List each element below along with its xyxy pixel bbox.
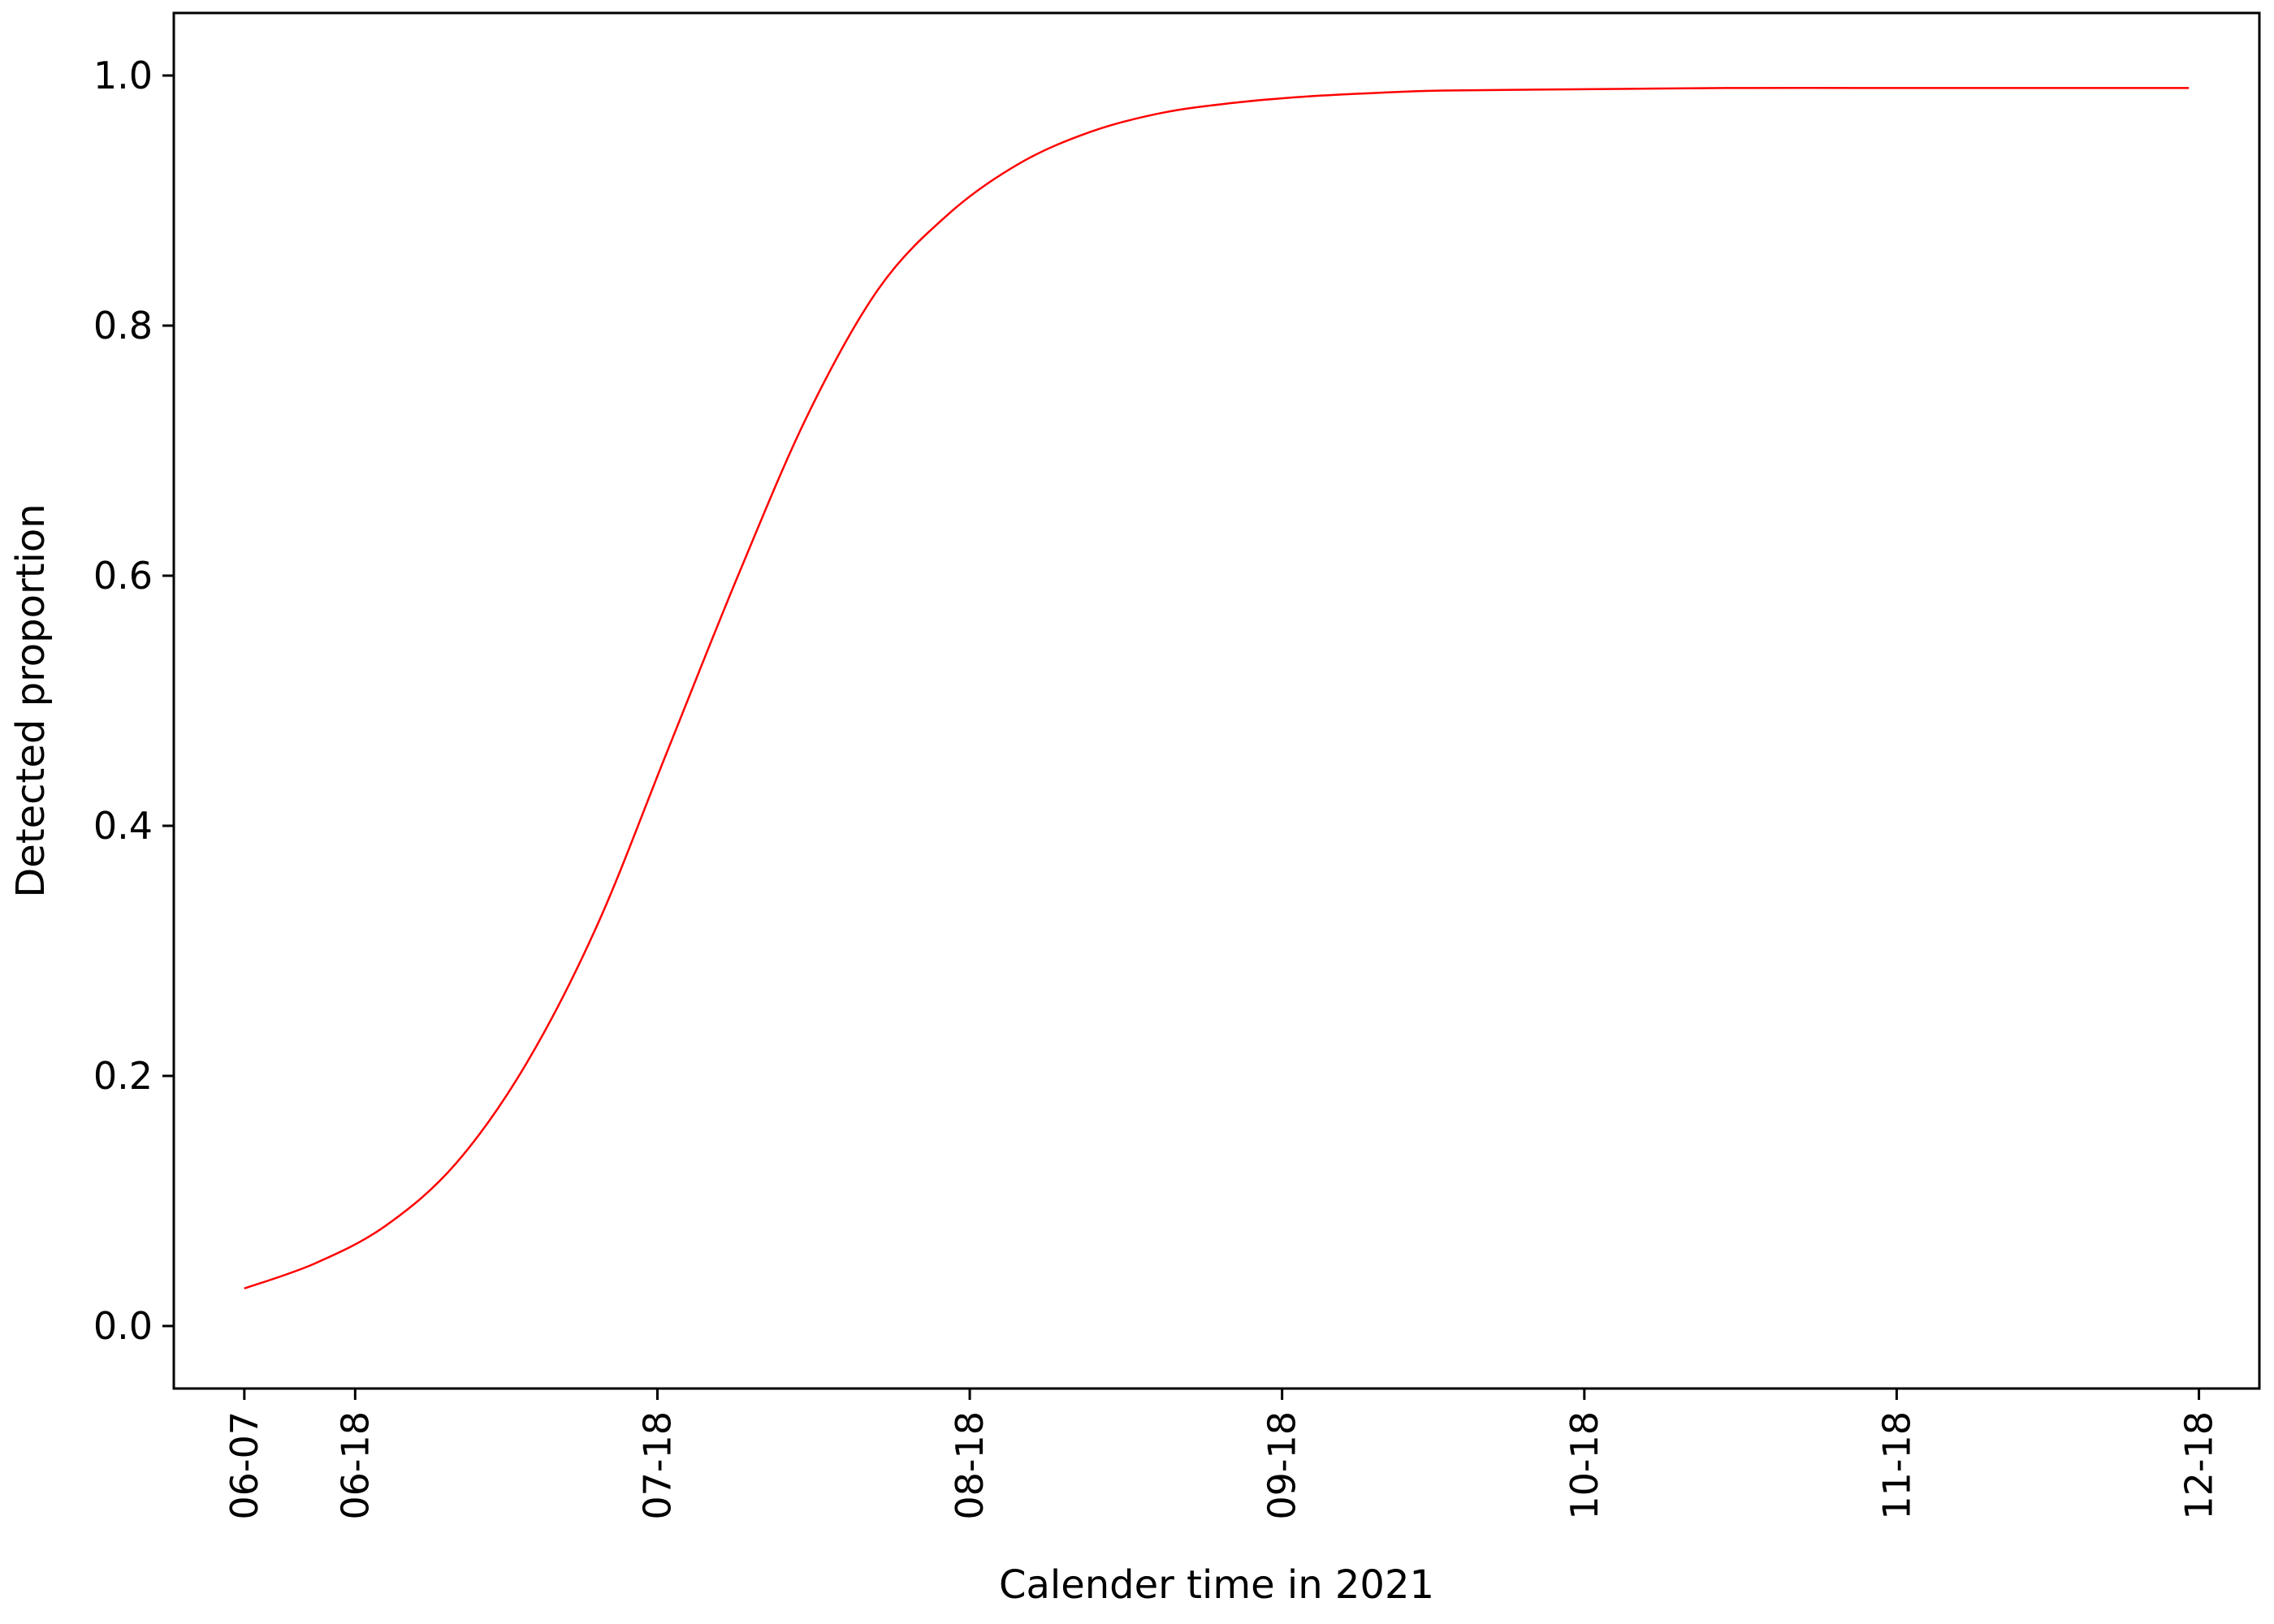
- y-tick-label: 1.0: [93, 54, 153, 97]
- y-tick-label: 0.8: [93, 304, 153, 348]
- series-layer: [244, 87, 2190, 1289]
- y-tick-label: 0.2: [93, 1054, 153, 1098]
- x-tick-label: 06-07: [223, 1411, 266, 1520]
- x-tick-label: 10-18: [1563, 1411, 1606, 1520]
- x-tick-label: 08-18: [948, 1411, 992, 1520]
- x-axis: 06-07 06-18 07-18 08-18 09-18 10-18 11-18 12-18: [223, 1389, 2221, 1520]
- x-tick-label: 07-18: [635, 1411, 679, 1520]
- x-tick-label: 06-18: [333, 1411, 377, 1520]
- y-axis-title: Detected proportion: [8, 503, 54, 897]
- y-tick-label: 0.4: [93, 804, 153, 848]
- y-tick-label: 0.0: [93, 1304, 153, 1348]
- x-tick-label: 09-18: [1260, 1411, 1304, 1520]
- x-tick-label: 12-18: [2177, 1411, 2221, 1520]
- plot-frame: [172, 11, 2261, 1390]
- x-tick-label: 11-18: [1874, 1411, 1918, 1520]
- x-axis-title: Calender time in 2021: [999, 1562, 1434, 1608]
- series-line: [244, 87, 2190, 1289]
- y-axis: 0.0 0.2 0.4 0.6 0.8 1.0: [93, 54, 174, 1348]
- y-tick-label: 0.6: [93, 554, 153, 598]
